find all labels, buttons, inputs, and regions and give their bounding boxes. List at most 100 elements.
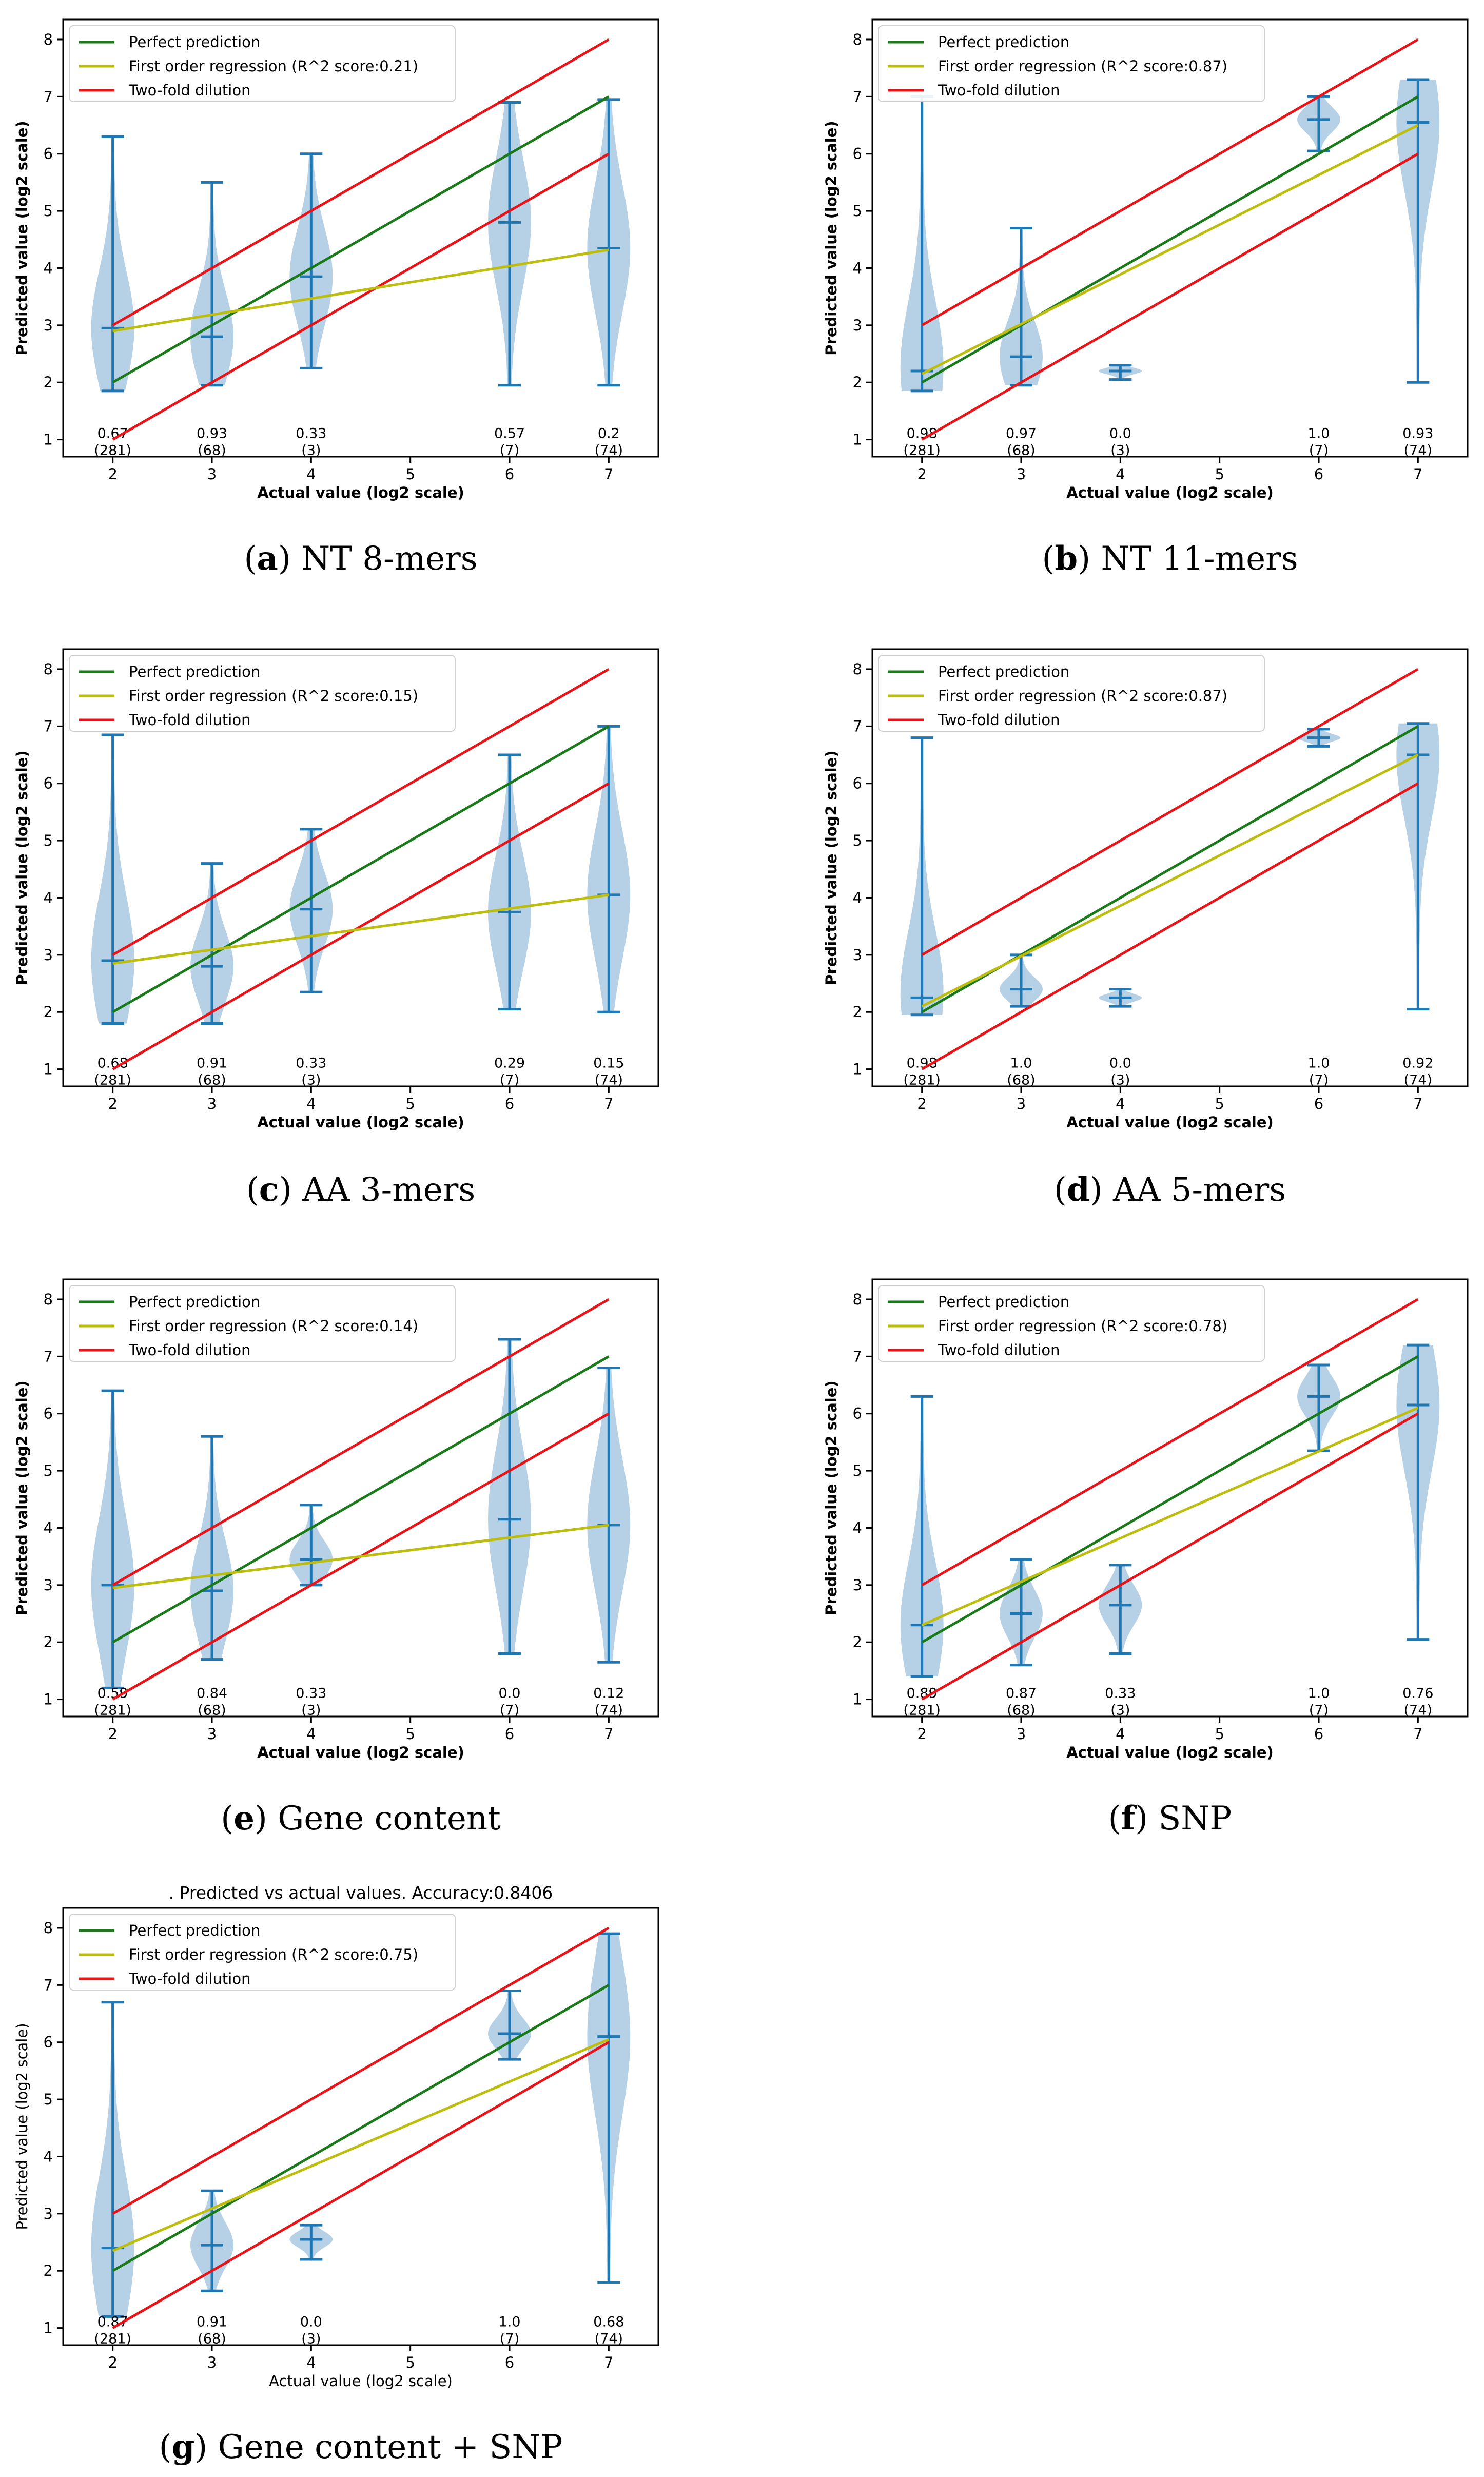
- two-fold-lower-line: [921, 152, 1419, 441]
- caption-paren-close: ): [279, 1171, 292, 1209]
- y-tick-label: 1: [44, 1061, 53, 1078]
- count-label: (74): [595, 2331, 623, 2347]
- legend: Perfect prediction First order regression…: [878, 1285, 1265, 1362]
- y-tick-label: 8: [44, 1291, 53, 1308]
- x-tick-label: 6: [505, 1095, 514, 1113]
- count-label: (74): [595, 1072, 623, 1088]
- count-label: (68): [1007, 1703, 1035, 1719]
- legend-box: [878, 655, 1265, 732]
- y-tick-label: 3: [853, 317, 862, 334]
- x-tick-label: 7: [1413, 465, 1422, 483]
- x-tick-label: 4: [1116, 1725, 1125, 1743]
- axes-frame: [62, 648, 659, 1087]
- legend-dilution-label: Two-fold dilution: [938, 82, 1060, 99]
- caption-paren-open: (: [1054, 1171, 1067, 1209]
- legend-perfect-label: Perfect prediction: [938, 1293, 1069, 1311]
- legend-regression-r2: 0.14: [379, 1317, 413, 1335]
- legend-regression-r2: 0.15: [379, 687, 413, 705]
- y-tick-label: 7: [44, 717, 53, 735]
- accuracy-label: 1.0: [1308, 1056, 1330, 1071]
- chart-panel-e: 0.59(281)0.84(68)0.33(3)0.0(7)0.12(74)2 3…: [13, 1278, 659, 1838]
- y-tick-label: 8: [853, 1291, 862, 1308]
- y-axis-label: Predicted value (log2 scale): [13, 121, 31, 355]
- legend-dilution-label: Two-fold dilution: [128, 82, 250, 99]
- perfect-prediction-line: [112, 1984, 610, 2272]
- axes-frame: [871, 648, 1469, 1087]
- accuracy-label: 0.0: [1109, 1056, 1131, 1071]
- accuracy-label: 0.29: [494, 1056, 525, 1071]
- x-tick-label: 2: [917, 465, 926, 483]
- count-label: (74): [1404, 443, 1432, 459]
- y-tick-label: 7: [44, 1348, 53, 1365]
- x-tick-label: 5: [1215, 1725, 1224, 1743]
- legend-regression-r2: 0.87: [1188, 687, 1222, 705]
- caption-paren-close: ): [1078, 540, 1090, 578]
- y-tick-label: 1: [44, 431, 53, 448]
- perfect-prediction-line: [921, 1355, 1419, 1644]
- count-label: (68): [198, 1072, 226, 1088]
- y-tick-label: 7: [853, 1348, 862, 1365]
- x-axis-label: Actual value (log2 scale): [1066, 484, 1274, 501]
- accuracy-label: 0.76: [1402, 1686, 1433, 1702]
- x-tick-label: 3: [207, 465, 217, 483]
- legend-regression-suffix: ): [413, 1946, 418, 1963]
- two-fold-upper-line: [921, 38, 1419, 327]
- chart-panel-f: 0.89(281)0.87(68)0.33(3)1.0(7)0.76(74)2 3…: [823, 1278, 1469, 1838]
- y-tick-label: 6: [853, 775, 862, 792]
- caption-letter: e: [233, 1799, 255, 1838]
- y-tick-label: 3: [44, 2205, 53, 2222]
- count-label: (3): [301, 1072, 321, 1088]
- count-label: (74): [595, 443, 623, 459]
- y-tick-label: 2: [853, 1003, 862, 1021]
- two-fold-lower-line: [921, 782, 1419, 1070]
- caption-paren-open: (: [159, 2428, 172, 2466]
- x-tick-label: 3: [1017, 465, 1026, 483]
- legend-regression-prefix: First order regression (R^2 score:: [938, 1317, 1188, 1335]
- accuracy-label: 0.33: [296, 1056, 326, 1071]
- y-tick-label: 1: [853, 431, 862, 448]
- y-tick-label: 7: [853, 88, 862, 105]
- y-tick-label: 8: [44, 31, 53, 48]
- panel-caption: (c) AA 3-mers: [246, 1171, 475, 1209]
- x-tick-label: 3: [1017, 1095, 1026, 1113]
- count-label: (281): [903, 1072, 941, 1088]
- perfect-prediction-line: [112, 1355, 610, 1644]
- legend-regression-label: First order regression (R^2 score:0.15): [129, 687, 418, 705]
- perfect-prediction-line: [112, 95, 610, 384]
- chart-panel-c: 0.68(281)0.91(68)0.33(3)0.29(7)0.15(74)2…: [13, 648, 659, 1209]
- count-label: (68): [1007, 1072, 1035, 1088]
- y-tick-label: 1: [44, 1691, 53, 1708]
- count-label: (3): [1110, 1703, 1130, 1719]
- count-label: (68): [198, 2331, 226, 2347]
- x-tick-label: 2: [108, 2354, 117, 2371]
- count-label: (68): [198, 1703, 226, 1719]
- count-label: (3): [1110, 443, 1130, 459]
- count-label: (3): [301, 1703, 321, 1719]
- accuracy-label: 0.68: [593, 2314, 624, 2330]
- panel-caption: (g) Gene content + SNP: [159, 2428, 563, 2466]
- legend-regression-label: First order regression (R^2 score:0.87): [938, 687, 1227, 705]
- legend-box: [69, 25, 456, 102]
- regression-line: [112, 1524, 609, 1589]
- caption-paren-close: ): [278, 540, 291, 578]
- caption-letter: a: [257, 539, 278, 578]
- y-tick-label: 5: [853, 832, 862, 849]
- legend-regression-r2: 0.21: [379, 57, 413, 75]
- panel-caption: (d) AA 5-mers: [1054, 1171, 1286, 1209]
- y-tick-label: 6: [44, 1405, 53, 1422]
- y-tick-label: 1: [44, 2319, 53, 2337]
- accuracy-label: 0.97: [1006, 426, 1037, 442]
- legend: Perfect prediction First order regression…: [69, 25, 456, 102]
- legend-perfect-label: Perfect prediction: [938, 33, 1069, 51]
- legend-dilution-label: Two-fold dilution: [938, 711, 1060, 729]
- accuracy-label: 0.33: [1105, 1686, 1136, 1702]
- legend: Perfect prediction First order regression…: [878, 655, 1265, 732]
- x-tick-label: 7: [1413, 1725, 1422, 1743]
- x-tick-label: 7: [604, 1725, 613, 1743]
- caption-letter: d: [1067, 1171, 1090, 1209]
- y-tick-label: 5: [853, 202, 862, 220]
- legend-perfect-label: Perfect prediction: [129, 663, 260, 680]
- count-label: (7): [500, 1703, 519, 1719]
- y-tick-label: 4: [44, 1519, 53, 1536]
- x-tick-label: 6: [505, 2354, 514, 2371]
